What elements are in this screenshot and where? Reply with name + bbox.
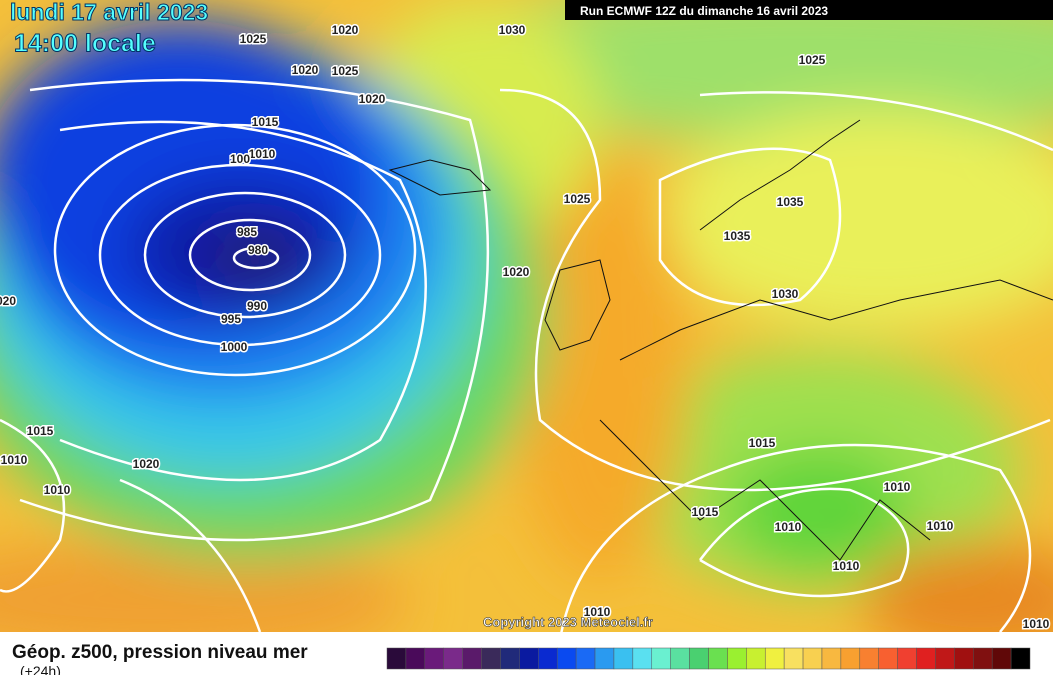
isobar-label: 1025 bbox=[240, 32, 267, 46]
time: 14:00 locale bbox=[14, 30, 156, 58]
scale-swatch bbox=[689, 647, 709, 670]
scale-swatch bbox=[840, 647, 861, 670]
scale-swatch bbox=[500, 647, 520, 670]
scale-swatch bbox=[897, 647, 917, 670]
scale-swatch bbox=[386, 647, 407, 670]
isobar-label: 1015 bbox=[692, 505, 719, 519]
isobar-label: 1025 bbox=[564, 192, 591, 206]
scale-swatch bbox=[821, 647, 842, 670]
isobar-label: 1015 bbox=[252, 115, 279, 129]
isobar-label: 1010 bbox=[833, 559, 860, 573]
scale-swatch bbox=[973, 647, 993, 670]
scale-swatch bbox=[991, 647, 1012, 670]
isobar-label: 1020 bbox=[133, 457, 160, 471]
scale-swatch bbox=[424, 647, 444, 670]
scale-swatch bbox=[443, 647, 463, 670]
isobar-label: 1015 bbox=[749, 436, 776, 450]
scale-swatch bbox=[746, 647, 766, 670]
isobar-label: 1025 bbox=[799, 53, 826, 67]
run-label: Run ECMWF 12Z du dimanche 16 avril 2023 bbox=[580, 4, 828, 18]
scale-swatch bbox=[538, 647, 558, 670]
scale-swatch bbox=[481, 647, 501, 670]
isobar-label: 990 bbox=[247, 299, 267, 313]
scale-swatch bbox=[916, 647, 936, 670]
isobar-label: 1025 bbox=[332, 64, 359, 78]
isobar-label: 1010 bbox=[927, 519, 954, 533]
copyright: Copyright 2023 Meteociel.fr bbox=[483, 614, 653, 629]
isobar-label: 1030 bbox=[772, 287, 799, 301]
scale-swatch bbox=[462, 647, 482, 670]
isobar-label: 1020 bbox=[503, 265, 530, 279]
isobar-label: 985 bbox=[237, 225, 257, 239]
scale-swatch bbox=[764, 647, 785, 670]
isobar-label: 1010 bbox=[884, 480, 911, 494]
scale-swatch bbox=[519, 647, 539, 670]
isobar-label: 1035 bbox=[724, 229, 751, 243]
scale-swatch bbox=[556, 647, 577, 670]
scale-swatch bbox=[727, 647, 747, 670]
scale-swatch bbox=[594, 647, 615, 670]
scale-swatch bbox=[670, 647, 690, 670]
footer-subtitle: (+24h) bbox=[20, 663, 61, 675]
isobar-label: 100 bbox=[230, 152, 250, 166]
scale-swatch bbox=[708, 647, 728, 670]
isobar-label: 1015 bbox=[27, 424, 54, 438]
isobar-label: 1035 bbox=[777, 195, 804, 209]
isobar-label: 1030 bbox=[499, 23, 526, 37]
scale-swatch bbox=[1010, 647, 1031, 670]
scale-swatch bbox=[613, 647, 634, 670]
isobar-label: 1010 bbox=[1023, 617, 1050, 631]
scale-swatch bbox=[783, 647, 804, 670]
scale-swatch bbox=[935, 647, 955, 670]
isobar-label: 980 bbox=[248, 243, 268, 257]
scale-swatch bbox=[954, 647, 974, 670]
scale-swatch bbox=[802, 647, 823, 670]
coastlines bbox=[388, 119, 1053, 561]
isobar-label: 995 bbox=[221, 312, 241, 326]
footer-title: Géop. z500, pression niveau mer bbox=[12, 642, 308, 663]
isobar-label: 1010 bbox=[584, 605, 611, 619]
isobar-label: 1010 bbox=[1, 453, 28, 467]
scale-swatch bbox=[859, 647, 879, 670]
isobar-label: 1000 bbox=[221, 340, 248, 354]
isobar-label: 1010 bbox=[775, 520, 802, 534]
isobar-label: 1010 bbox=[249, 147, 276, 161]
isobar-label: 020 bbox=[0, 294, 16, 308]
isobar-label: 1010 bbox=[44, 483, 71, 497]
isobar-lines bbox=[0, 78, 1053, 632]
isobar-label: 1020 bbox=[292, 63, 319, 77]
scale-swatch bbox=[651, 647, 671, 670]
isobar-label: 1020 bbox=[332, 23, 359, 37]
date: lundi 17 avril 2023 bbox=[10, 0, 208, 25]
scale-swatch bbox=[632, 647, 653, 670]
isobar-label: 1020 bbox=[359, 92, 386, 106]
run-banner bbox=[565, 0, 1053, 20]
scale-swatch bbox=[575, 647, 596, 670]
color-scale bbox=[386, 647, 1031, 670]
scale-swatch bbox=[405, 647, 426, 670]
scale-swatch bbox=[878, 647, 898, 670]
